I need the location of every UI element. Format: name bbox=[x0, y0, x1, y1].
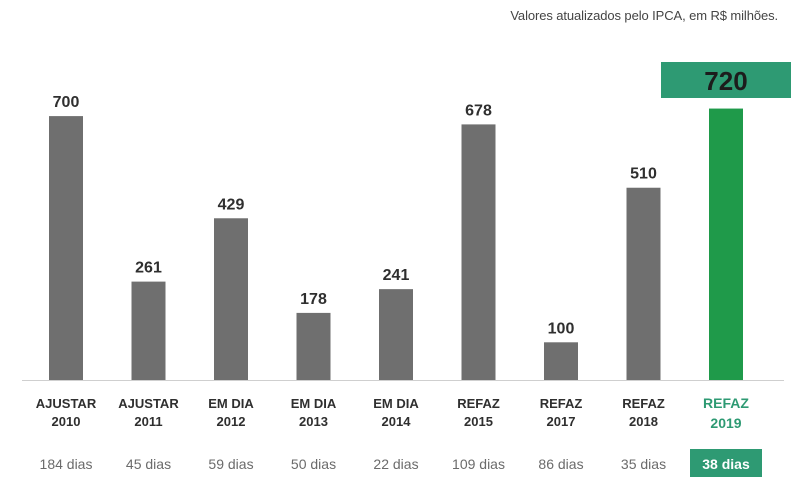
bar-0 bbox=[49, 116, 83, 380]
category-label-6-line1: REFAZ bbox=[540, 396, 583, 411]
category-label-0-line2: 2010 bbox=[52, 414, 81, 429]
value-label-8: 720 bbox=[704, 66, 747, 96]
category-label-4-line1: EM DIA bbox=[373, 396, 419, 411]
value-label-5: 678 bbox=[465, 102, 492, 119]
value-label-0: 700 bbox=[53, 94, 80, 111]
duration-label-2: 59 dias bbox=[208, 456, 253, 472]
value-label-4: 241 bbox=[383, 267, 410, 284]
category-label-6-line2: 2017 bbox=[547, 414, 576, 429]
value-label-6: 100 bbox=[548, 320, 575, 337]
highlight-duration-box bbox=[690, 449, 762, 477]
category-label-3-line1: EM DIA bbox=[291, 396, 337, 411]
category-label-3-line2: 2013 bbox=[299, 414, 328, 429]
category-label-7-line1: REFAZ bbox=[622, 396, 665, 411]
duration-label-1: 45 dias bbox=[126, 456, 171, 472]
category-label-4-line2: 2014 bbox=[382, 414, 412, 429]
bar-8 bbox=[709, 108, 743, 380]
category-label-8-line1: REFAZ bbox=[703, 395, 749, 411]
highlight-value-box bbox=[661, 62, 791, 98]
value-label-1: 261 bbox=[135, 260, 162, 277]
bar-3 bbox=[296, 312, 331, 380]
value-label-3: 178 bbox=[300, 291, 327, 308]
category-label-1-line1: AJUSTAR bbox=[118, 396, 179, 411]
value-label-2: 429 bbox=[218, 196, 245, 213]
bar-2 bbox=[214, 218, 248, 380]
duration-label-0: 184 dias bbox=[40, 456, 93, 472]
bar-4 bbox=[379, 289, 413, 380]
duration-label-6: 86 dias bbox=[538, 456, 583, 472]
category-label-0-line1: AJUSTAR bbox=[36, 396, 97, 411]
category-label-5-line1: REFAZ bbox=[457, 396, 500, 411]
category-label-2-line2: 2012 bbox=[217, 414, 246, 429]
category-label-2-line1: EM DIA bbox=[208, 396, 254, 411]
duration-label-4: 22 dias bbox=[373, 456, 418, 472]
category-label-5-line2: 2015 bbox=[464, 414, 493, 429]
bar-6 bbox=[544, 342, 578, 380]
duration-label-8: 38 dias bbox=[702, 456, 750, 472]
bar-7 bbox=[626, 187, 661, 380]
category-label-8-line2: 2019 bbox=[710, 415, 741, 431]
bar-5 bbox=[461, 124, 496, 380]
bar-1 bbox=[131, 281, 166, 380]
duration-label-3: 50 dias bbox=[291, 456, 336, 472]
duration-label-5: 109 dias bbox=[452, 456, 505, 472]
duration-label-7: 35 dias bbox=[621, 456, 666, 472]
value-label-7: 510 bbox=[630, 166, 657, 183]
category-label-7-line2: 2018 bbox=[629, 414, 658, 429]
chart-subtitle: Valores atualizados pelo IPCA, em R$ mil… bbox=[510, 8, 778, 23]
category-label-1-line2: 2011 bbox=[134, 414, 162, 429]
